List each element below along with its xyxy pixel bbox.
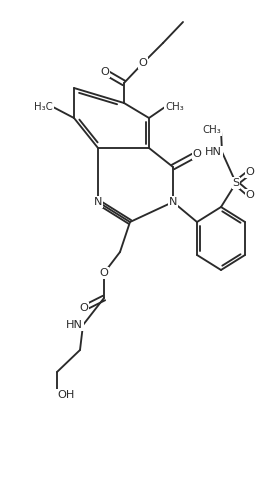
Text: O: O	[246, 190, 255, 200]
Text: O: O	[99, 268, 109, 278]
Text: O: O	[139, 58, 147, 68]
Text: S: S	[232, 178, 239, 188]
Text: OH: OH	[57, 390, 74, 400]
Text: H₃C: H₃C	[34, 102, 53, 112]
Text: CH₃: CH₃	[165, 102, 184, 112]
Text: O: O	[246, 167, 255, 177]
Text: N: N	[169, 197, 177, 207]
Text: HN: HN	[205, 147, 222, 157]
Text: O: O	[79, 303, 89, 313]
Text: HN: HN	[66, 320, 83, 330]
Text: CH₃: CH₃	[202, 125, 221, 135]
Text: O: O	[101, 67, 109, 77]
Text: O: O	[193, 149, 201, 159]
Text: N: N	[94, 197, 102, 207]
